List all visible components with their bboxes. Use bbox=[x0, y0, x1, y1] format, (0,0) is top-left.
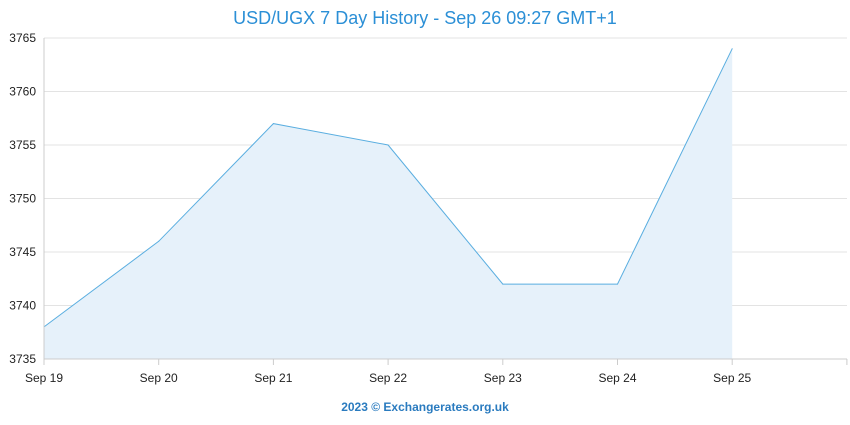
data-point-sep-20 bbox=[158, 240, 160, 242]
x-tick-label: Sep 19 bbox=[25, 371, 63, 385]
y-tick-label: 3755 bbox=[9, 138, 36, 152]
y-tick-label: 3750 bbox=[9, 192, 36, 206]
x-axis-tick-labels: Sep 19 Sep 20 Sep 21 Sep 22 Sep 23 Sep 24 Sep … bbox=[25, 371, 752, 385]
x-tick-label: Sep 20 bbox=[140, 371, 178, 385]
x-tick-label: Sep 24 bbox=[598, 371, 636, 385]
data-point-sep-23 bbox=[502, 283, 504, 285]
data-point-sep-22 bbox=[387, 144, 389, 146]
x-tick-label: Sep 22 bbox=[369, 371, 407, 385]
axis-layer bbox=[43, 38, 848, 365]
y-tick-label: 3765 bbox=[9, 31, 36, 45]
y-tick-label: 3760 bbox=[9, 85, 36, 99]
data-point-sep-21 bbox=[272, 123, 274, 125]
y-tick-label: 3745 bbox=[9, 245, 36, 259]
x-tick-label: Sep 21 bbox=[254, 371, 292, 385]
chart-title: USD/UGX 7 Day History - Sep 26 09:27 GMT… bbox=[233, 8, 617, 28]
data-point-sep-25 bbox=[731, 48, 733, 50]
data-point-sep-24 bbox=[617, 283, 618, 285]
y-tick-label: 3735 bbox=[9, 352, 36, 366]
copyright-footer: 2023 © Exchangerates.org.uk bbox=[341, 400, 509, 414]
y-axis-tick-labels: 3735 3740 3745 3750 3755 3760 3765 bbox=[9, 31, 36, 366]
x-tick-label: Sep 25 bbox=[713, 371, 751, 385]
x-tick-label: Sep 23 bbox=[484, 371, 522, 385]
area-layer bbox=[43, 48, 733, 359]
y-tick-label: 3740 bbox=[9, 299, 36, 313]
area-fill bbox=[44, 48, 733, 359]
